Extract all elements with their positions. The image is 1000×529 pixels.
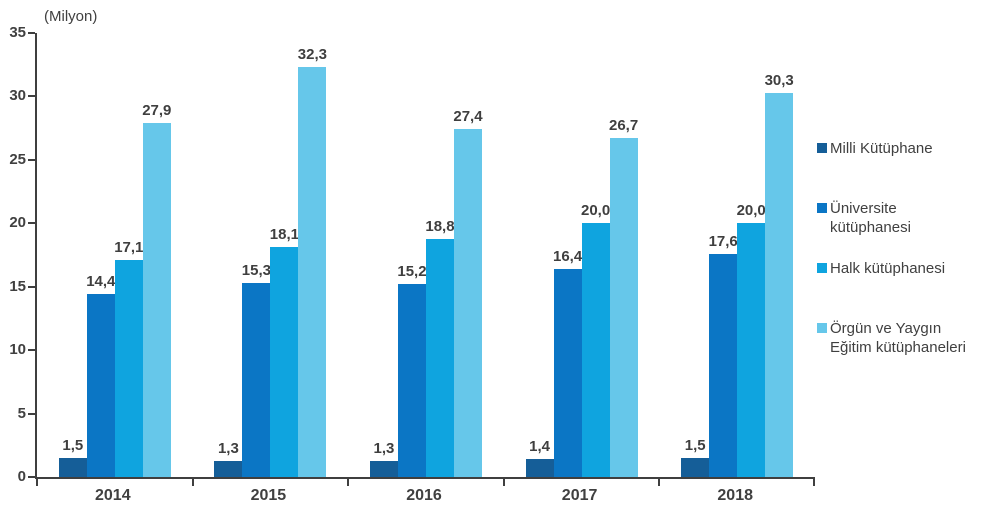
legend-swatch-icon <box>817 263 827 273</box>
y-axis-tick-label: 35 <box>9 24 26 41</box>
y-axis-tick-label: 15 <box>9 277 26 295</box>
bar-value-label: 15,2 <box>397 263 427 281</box>
legend-item-label: Milli Kütüphane <box>830 140 933 157</box>
bar-value-label: 15,3 <box>241 261 271 279</box>
bar-series2-2014 <box>86 294 115 477</box>
bar-value-label: 1,4 <box>529 438 551 456</box>
legend-item-2: Üniversite kütüphanesi <box>817 199 911 237</box>
x-axis-tick <box>36 479 38 486</box>
bar-series4-2017 <box>609 138 638 477</box>
bar-group-2015: 1,3 15,3 18,1 32,3 <box>193 33 349 477</box>
bar-value-label: 18,8 <box>425 217 455 235</box>
y-axis-tick <box>28 476 35 478</box>
legend-swatch-icon <box>817 323 827 333</box>
bar-series2-2018 <box>709 253 738 477</box>
bar-series4-2016 <box>453 129 482 477</box>
bar-series4-2014 <box>142 123 171 477</box>
legend-swatch-icon <box>817 143 827 153</box>
legend-item-label: Üniversite kütüphanesi <box>830 200 911 236</box>
bar-value-label: 20,0 <box>580 202 611 220</box>
bar-group-2016: 1,3 15,2 18,8 27,4 <box>348 33 504 477</box>
y-axis-tick <box>28 349 35 352</box>
legend-item-label: Halk kütüphanesi <box>830 260 946 277</box>
bar-value-label: 1,3 <box>217 439 239 457</box>
bar-value-label: 26,7 <box>608 117 639 135</box>
plot-area: 1,5 14,4 17,1 27,9 1,3 15,3 18,1 32,3 1,3 15,2 18,… <box>28 32 815 486</box>
y-axis-tick <box>28 95 35 98</box>
x-axis-label-2014: 2014 <box>95 487 131 504</box>
y-axis-tick-label: 20 <box>9 214 26 232</box>
bar-value-label: 30,3 <box>764 71 794 89</box>
bar-value-label: 1,3 <box>373 439 395 457</box>
bar-value-label: 14,4 <box>86 273 116 291</box>
bar-series3-2018 <box>737 223 766 477</box>
bar-series2-2017 <box>553 268 582 477</box>
x-axis-label-2016: 2016 <box>406 487 442 504</box>
bar-value-label: 32,3 <box>297 46 327 64</box>
bar-series1-2017 <box>525 459 554 477</box>
bar-value-label: 18,1 <box>269 226 299 244</box>
legend-item-4: Örgün ve Yaygın Eğitim kütüphaneleri <box>817 319 966 357</box>
bar-series4-2018 <box>765 92 794 477</box>
y-axis-tick-label: 25 <box>9 150 26 168</box>
bar-series3-2017 <box>581 223 610 477</box>
bar-value-label: 17,6 <box>708 232 738 250</box>
bar-series1-2015 <box>214 460 243 477</box>
bar-series1-2014 <box>58 457 87 477</box>
y-axis-tick <box>28 158 35 161</box>
bar-series3-2016 <box>425 238 454 477</box>
x-axis-label-2015: 2015 <box>250 487 287 504</box>
bar-series2-2015 <box>242 282 271 477</box>
y-axis-tick-label: 5 <box>17 404 26 422</box>
y-axis-tick-label: 0 <box>17 468 26 485</box>
bar-series4-2015 <box>298 67 327 477</box>
legend-item-1: Milli Kütüphane <box>817 139 933 158</box>
x-axis-label-2018: 2018 <box>717 487 753 504</box>
bar-series1-2016 <box>369 460 398 477</box>
bar-value-label: 1,5 <box>684 436 706 454</box>
bar-value-label: 27,4 <box>453 108 483 126</box>
bar-series2-2016 <box>397 284 426 477</box>
bar-value-label: 1,5 <box>62 436 84 454</box>
y-axis-tick <box>28 222 35 225</box>
x-axis-tick <box>347 479 350 486</box>
x-axis-tick <box>658 479 661 486</box>
y-axis-tick <box>28 285 35 288</box>
bar-series3-2014 <box>114 260 143 477</box>
y-axis-tick-label: 10 <box>9 341 26 359</box>
y-axis-tick <box>28 412 35 415</box>
bar-series3-2015 <box>270 247 299 477</box>
x-axis-tick <box>191 479 194 486</box>
bar-value-label: 16,4 <box>552 247 583 265</box>
bar-value-label: 20,0 <box>736 202 766 220</box>
bar-value-label: 27,9 <box>142 102 172 120</box>
y-axis-tick <box>28 32 35 34</box>
y-axis-unit-label: (Milyon) <box>44 8 98 25</box>
bar-value-label: 17,1 <box>114 239 144 257</box>
x-axis-label-2017: 2017 <box>561 487 598 504</box>
bar-group-2017: 1,4 16,4 20,0 26,7 <box>504 33 660 477</box>
legend-item-3: Halk kütüphanesi <box>817 259 945 278</box>
legend-item-label: Örgün ve Yaygın Eğitim kütüphaneleri <box>830 320 966 356</box>
bar-group-2018: 1,5 17,6 20,0 30,3 <box>659 33 815 477</box>
bar-series1-2018 <box>681 457 710 477</box>
legend-swatch-icon <box>817 203 827 213</box>
bar-group-2014: 1,5 14,4 17,1 27,9 <box>37 33 193 477</box>
x-axis-tick <box>502 479 505 486</box>
y-axis-tick-label: 30 <box>9 87 26 105</box>
x-axis-tick <box>813 479 815 486</box>
